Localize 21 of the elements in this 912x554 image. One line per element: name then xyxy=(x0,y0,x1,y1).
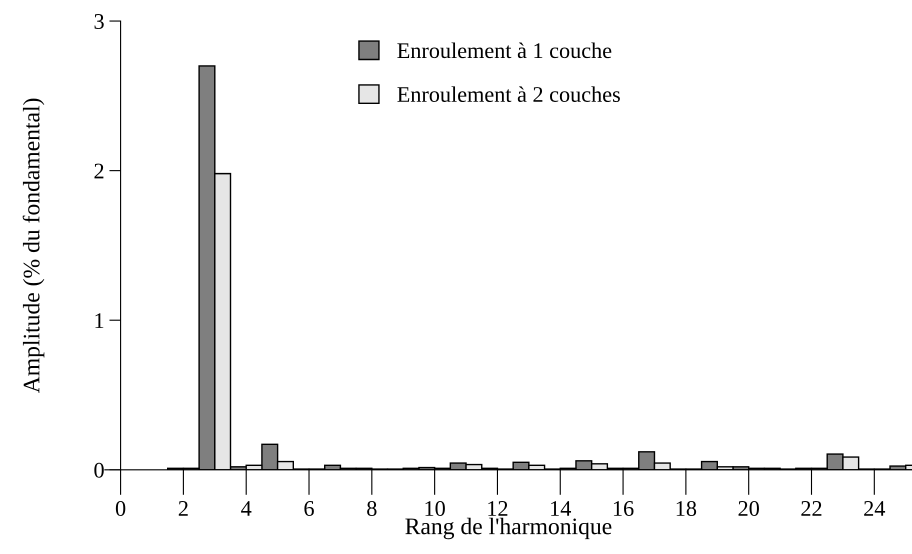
x-tick-label: 4 xyxy=(241,501,252,516)
x-tick-label: 6 xyxy=(304,501,314,516)
x-tick-label: 0 xyxy=(116,500,126,516)
legend-label: Enroulement à 1 couche xyxy=(397,42,612,58)
x-tick-label: 16 xyxy=(614,501,634,516)
x-tick-label: 2 xyxy=(178,501,188,516)
y-tick-label: 0 xyxy=(94,462,104,478)
x-tick-label: 18 xyxy=(676,500,696,516)
x-axis-title: Rang de l'harmonique xyxy=(405,518,612,540)
y-axis-title: Amplitude (% du fondamental) xyxy=(22,98,44,394)
x-tick-label: 24 xyxy=(864,501,886,516)
x-tick-label: 20 xyxy=(738,500,759,516)
y-tick-label: 3 xyxy=(94,14,104,29)
y-tick-label: 2 xyxy=(94,164,104,178)
x-tick-label: 12 xyxy=(488,501,508,516)
x-tick-label: 14 xyxy=(551,501,572,516)
x-tick-label: 8 xyxy=(367,500,377,516)
legend-label: Enroulement à 2 couches xyxy=(397,86,620,102)
x-tick-label: 22 xyxy=(801,501,822,516)
x-tick-label: 10 xyxy=(425,500,445,516)
y-tick-label: 1 xyxy=(95,313,104,328)
